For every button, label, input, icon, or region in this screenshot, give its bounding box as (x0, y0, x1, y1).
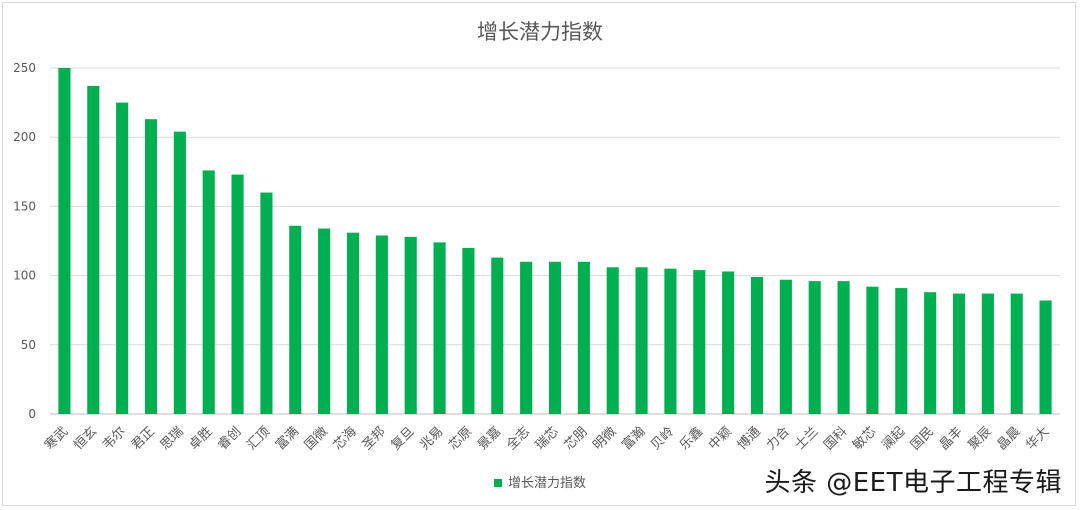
bar (231, 174, 244, 414)
x-tick-label: 君正 (129, 424, 158, 453)
chart-title: 增长潜力指数 (477, 20, 603, 44)
bar (750, 276, 764, 414)
x-tick-label: 芯原 (446, 424, 475, 453)
bar (952, 293, 966, 414)
bar (433, 242, 446, 414)
bar (837, 281, 850, 414)
y-tick-label: 100 (13, 269, 36, 283)
bar (1010, 293, 1023, 414)
bar (779, 279, 792, 414)
x-tick-label: 聚辰 (966, 424, 995, 453)
x-tick-label: 士兰 (793, 424, 822, 453)
x-tick-label: 恒玄 (71, 424, 100, 453)
x-tick-label: 富满 (272, 424, 302, 454)
bar (491, 257, 504, 414)
x-tick-label: 敏芯 (850, 424, 879, 453)
bar (87, 85, 100, 414)
bar (58, 68, 71, 414)
bar (520, 261, 533, 414)
y-tick-label: 250 (13, 61, 36, 75)
bar (866, 286, 879, 414)
x-tick-label: 复旦 (389, 424, 418, 453)
x-tick-label: 芯朋 (562, 424, 591, 453)
y-tick-label: 50 (21, 338, 36, 352)
y-tick-label: 0 (28, 407, 36, 421)
x-tick-label: 思瑞 (158, 424, 187, 453)
bar (606, 267, 619, 414)
bar (693, 270, 706, 414)
x-tick-label: 明微 (591, 424, 620, 453)
bar (404, 236, 417, 414)
y-tick-label: 150 (13, 199, 36, 213)
bar (808, 281, 821, 414)
bar (144, 119, 158, 414)
bar (260, 192, 273, 414)
bar (548, 261, 562, 414)
x-tick-label: 卓胜 (187, 424, 216, 453)
bar (462, 247, 475, 414)
bar (895, 288, 908, 414)
x-tick-label: 富瀚 (619, 424, 649, 454)
bar (318, 228, 331, 414)
x-tick-label: 乐鑫 (676, 424, 706, 454)
x-tick-label: 芯海 (331, 424, 360, 453)
x-tick-label: 兆易 (417, 424, 446, 453)
bar (202, 170, 215, 414)
bar (1039, 300, 1052, 414)
bar (664, 268, 677, 414)
bar (173, 131, 186, 414)
x-tick-label: 睿创 (215, 424, 244, 453)
x-tick-label: 瑞芯 (533, 424, 562, 453)
x-tick-label: 贝岭 (648, 424, 677, 453)
x-tick-label: 汇顶 (244, 424, 273, 453)
y-axis-ticks: 0 50 100 150 200 250 (13, 61, 36, 421)
y-tick-label: 200 (13, 130, 36, 144)
x-tick-label: 力合 (764, 424, 793, 453)
x-tick-label: 华大 (1023, 424, 1052, 453)
legend: 增长潜力指数 (0, 472, 1080, 491)
x-tick-label: 国微 (302, 424, 331, 453)
bars (58, 68, 1052, 414)
x-tick-label: 晶丰 (937, 424, 966, 453)
legend-label: 增长潜力指数 (507, 476, 586, 491)
bar (577, 261, 590, 414)
watermark-text: 头条 @EET电子工程专辑 (764, 468, 1062, 498)
x-tick-label: 澜起 (879, 424, 908, 453)
legend-swatch (493, 478, 502, 487)
x-tick-label: 寒武 (42, 424, 72, 454)
bar (924, 292, 937, 414)
bar (346, 232, 360, 414)
x-tick-label: 景嘉 (475, 424, 504, 453)
x-axis-ticks: 寒武 恒玄 韦尔 君正 思瑞 卓胜 睿创 汇顶 富满 国微 芯海 圣邦 复旦 兆易 芯原 景嘉 全志 瑞芯 芯朋 明微… (42, 424, 1053, 454)
x-tick-label: 韦尔 (100, 424, 129, 453)
bar (375, 235, 388, 414)
x-tick-label: 国科 (821, 424, 850, 453)
bar (289, 225, 302, 414)
x-tick-label: 中颖 (706, 424, 735, 453)
bar (635, 267, 648, 414)
x-tick-label: 全志 (503, 424, 533, 454)
bar (981, 293, 994, 414)
bar (116, 102, 129, 414)
bar (722, 271, 735, 414)
x-tick-label: 博通 (735, 424, 764, 453)
x-tick-label: 圣邦 (360, 424, 389, 453)
x-tick-label: 晶晨 (995, 424, 1024, 453)
x-tick-label: 国民 (908, 424, 937, 453)
